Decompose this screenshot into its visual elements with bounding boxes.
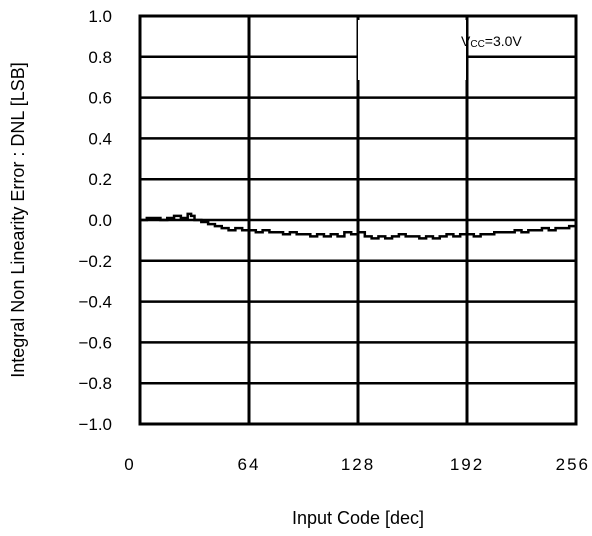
data-point — [316, 233, 318, 236]
data-point — [336, 235, 339, 238]
y-axis-label: Integral Non Linearity Error : DNL [LSB] — [8, 62, 28, 377]
data-point — [500, 231, 502, 234]
data-point — [411, 235, 414, 238]
x-axis-label: Input Code [dec] — [292, 508, 424, 528]
data-point — [452, 235, 455, 238]
y-tick-label: −0.2 — [78, 252, 112, 271]
series-line-0 — [140, 212, 578, 240]
y-tick-label: −0.6 — [78, 333, 112, 352]
y-tick-label: 1.0 — [88, 7, 112, 26]
x-tick-label: 0 — [124, 455, 135, 474]
y-tick-label: 0.0 — [88, 211, 112, 230]
data-point — [309, 235, 312, 238]
data-point — [323, 235, 325, 238]
x-tick-label: 256 — [556, 455, 590, 474]
data-point — [295, 233, 298, 236]
data-point — [527, 229, 530, 231]
data-point — [173, 215, 175, 217]
y-tick-label: −1.0 — [78, 415, 112, 434]
data-point — [268, 231, 271, 234]
data-point — [398, 233, 400, 236]
legend-prefix: V — [461, 33, 471, 49]
data-point — [479, 233, 482, 236]
data-point — [220, 227, 223, 229]
data-point — [404, 235, 407, 238]
data-point — [207, 223, 209, 225]
data-point — [561, 227, 564, 229]
data-point — [418, 237, 421, 240]
data-point — [275, 231, 278, 234]
data-point — [520, 231, 523, 234]
data-point — [377, 235, 380, 238]
data-point — [445, 233, 448, 236]
data-point — [473, 235, 475, 238]
x-tick-labels: 0 64 128 192 256 — [124, 455, 590, 474]
x-tick-label: 128 — [341, 455, 375, 474]
data-point — [329, 233, 332, 236]
data-point — [146, 217, 148, 219]
data-point — [507, 231, 509, 234]
data-point — [190, 215, 192, 217]
data-point — [302, 233, 305, 236]
data-point — [541, 227, 543, 229]
legend-suffix: =3.0V — [485, 33, 523, 49]
data-point — [193, 219, 196, 221]
legend-subscript: CC — [470, 39, 484, 50]
data-point — [186, 213, 189, 215]
data-point — [159, 219, 162, 221]
series-layer — [139, 212, 578, 240]
y-tick-label: 0.8 — [88, 48, 112, 67]
data-point — [466, 233, 468, 236]
legend-box — [358, 20, 466, 80]
y-tick-label: −0.4 — [78, 293, 112, 312]
data-point — [255, 231, 257, 234]
data-point — [357, 231, 359, 234]
legend-label: VCC=3.0V — [461, 33, 522, 50]
data-point — [486, 233, 489, 236]
data-point — [425, 235, 427, 238]
data-point — [227, 229, 230, 231]
data-point — [384, 237, 387, 240]
data-point — [364, 235, 366, 238]
data-point — [282, 233, 284, 236]
data-point — [152, 217, 155, 219]
y-tick-label: 0.4 — [88, 129, 112, 148]
data-point — [554, 227, 557, 229]
data-point — [534, 229, 536, 231]
y-tick-label: 0.6 — [88, 89, 112, 108]
data-point — [350, 233, 352, 236]
plot-frame — [138, 14, 578, 426]
data-point — [241, 229, 243, 231]
data-point — [180, 217, 182, 219]
y-tick-label: −0.8 — [78, 374, 112, 393]
data-point — [493, 231, 496, 234]
data-point — [248, 229, 250, 231]
data-point — [166, 217, 169, 219]
data-point — [214, 225, 216, 227]
x-tick-label: 192 — [450, 455, 484, 474]
data-point — [438, 235, 441, 238]
data-point — [391, 235, 393, 238]
data-point — [568, 225, 570, 227]
legend: VCC=3.0V — [358, 20, 522, 80]
data-point — [459, 233, 461, 236]
x-tick-label: 64 — [238, 455, 261, 474]
data-point — [261, 229, 264, 231]
data-point — [343, 231, 346, 234]
data-point — [289, 231, 291, 234]
data-point — [547, 229, 550, 231]
data-point — [370, 237, 373, 240]
data-point — [513, 229, 516, 231]
y-tick-labels: −1.0 −0.8 −0.6 −0.4 −0.2 0.0 0.2 0.4 0.6 0.8 1.0 — [78, 7, 112, 434]
data-point — [432, 237, 434, 240]
data-point — [234, 227, 237, 229]
y-tick-label: 0.2 — [88, 170, 112, 189]
data-point — [200, 221, 203, 223]
